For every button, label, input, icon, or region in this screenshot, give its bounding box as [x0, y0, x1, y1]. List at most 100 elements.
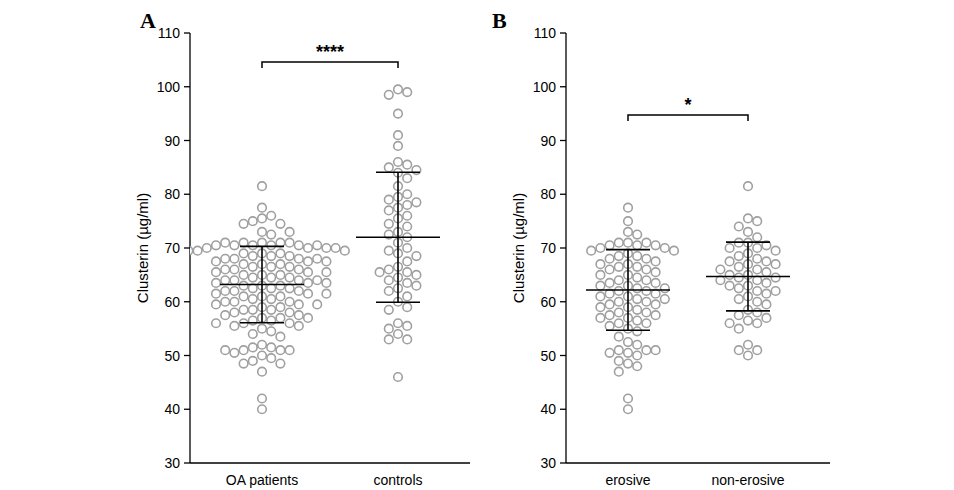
data-point	[285, 238, 294, 247]
data-point	[249, 316, 258, 325]
data-point	[193, 246, 202, 255]
data-point	[753, 254, 762, 263]
data-point	[624, 394, 633, 403]
data-point	[753, 346, 762, 355]
data-point	[744, 182, 753, 191]
data-point	[212, 257, 221, 266]
data-point	[412, 281, 421, 290]
data-point	[258, 324, 267, 333]
data-point	[258, 203, 267, 212]
data-point	[587, 246, 596, 255]
data-point	[615, 297, 624, 306]
y-tick-label: 80	[164, 186, 180, 202]
data-point	[762, 289, 771, 298]
plot-area	[190, 85, 440, 413]
data-point	[258, 367, 267, 376]
data-point	[385, 246, 394, 255]
panel: B30405060708090100110Clusterin (µg/ml)er…	[492, 8, 830, 488]
data-point	[230, 322, 239, 331]
y-tick	[560, 409, 566, 410]
sd-cap-upper	[376, 171, 420, 173]
data-point	[762, 257, 771, 266]
data-point	[744, 214, 753, 223]
data-point	[624, 359, 633, 368]
data-point	[412, 198, 421, 207]
data-point	[642, 276, 651, 285]
data-point	[615, 263, 624, 272]
data-point	[615, 346, 624, 355]
y-tick	[184, 86, 190, 87]
data-point	[221, 254, 230, 263]
sd-cap-lower	[376, 301, 420, 303]
data-point	[716, 265, 725, 274]
mean-line	[586, 289, 670, 291]
data-point	[753, 308, 762, 317]
y-tick	[560, 32, 566, 33]
data-point	[276, 314, 285, 323]
data-point	[239, 292, 248, 301]
data-point	[735, 311, 744, 320]
data-point	[394, 373, 403, 382]
data-point	[304, 257, 313, 266]
data-point	[633, 340, 642, 349]
data-point	[624, 203, 633, 212]
data-point	[596, 314, 605, 323]
data-point	[221, 311, 230, 320]
data-point	[221, 238, 230, 247]
data-point	[385, 306, 394, 315]
data-point	[285, 297, 294, 306]
data-point	[230, 241, 239, 250]
sd-cap-upper	[240, 246, 284, 248]
data-point	[605, 300, 614, 309]
y-tick-label: 30	[164, 455, 180, 471]
data-point	[605, 279, 614, 288]
data-point	[341, 246, 350, 255]
data-point	[403, 190, 412, 199]
data-point	[230, 287, 239, 296]
data-point	[412, 252, 421, 261]
data-point	[267, 252, 276, 261]
data-point	[615, 276, 624, 285]
y-tick	[560, 140, 566, 141]
y-tick-label: 70	[540, 240, 556, 256]
data-point	[258, 340, 267, 349]
data-point	[375, 268, 384, 277]
data-point	[239, 220, 248, 229]
y-tick-label: 50	[540, 348, 556, 364]
x-axis	[190, 462, 470, 463]
data-point	[642, 308, 651, 317]
panel-label: B	[492, 8, 507, 33]
data-point	[267, 354, 276, 363]
data-point	[267, 241, 276, 250]
data-point	[771, 260, 780, 269]
data-point	[403, 244, 412, 253]
data-point	[385, 276, 394, 285]
data-point	[633, 230, 642, 239]
data-point	[633, 351, 642, 360]
data-point	[276, 220, 285, 229]
data-point	[624, 217, 633, 226]
y-tick-label: 100	[157, 79, 181, 95]
data-point	[633, 316, 642, 325]
data-point	[304, 268, 313, 277]
data-point	[276, 292, 285, 301]
data-point	[642, 265, 651, 274]
x-tick-label: erosive	[605, 472, 650, 488]
data-point	[624, 338, 633, 347]
data-point	[385, 195, 394, 204]
data-point	[651, 346, 660, 355]
data-point	[605, 254, 614, 263]
significance-label: *	[684, 95, 691, 115]
y-tick-label: 80	[540, 186, 556, 202]
data-point	[633, 241, 642, 250]
y-tick-label: 100	[533, 79, 557, 95]
data-point	[385, 220, 394, 229]
data-point	[633, 263, 642, 272]
data-point	[267, 230, 276, 239]
x-tick-label: non-erosive	[711, 472, 784, 488]
data-point	[249, 330, 258, 339]
data-point	[249, 295, 258, 304]
data-point	[249, 263, 258, 272]
data-point	[230, 297, 239, 306]
data-point	[295, 276, 304, 285]
